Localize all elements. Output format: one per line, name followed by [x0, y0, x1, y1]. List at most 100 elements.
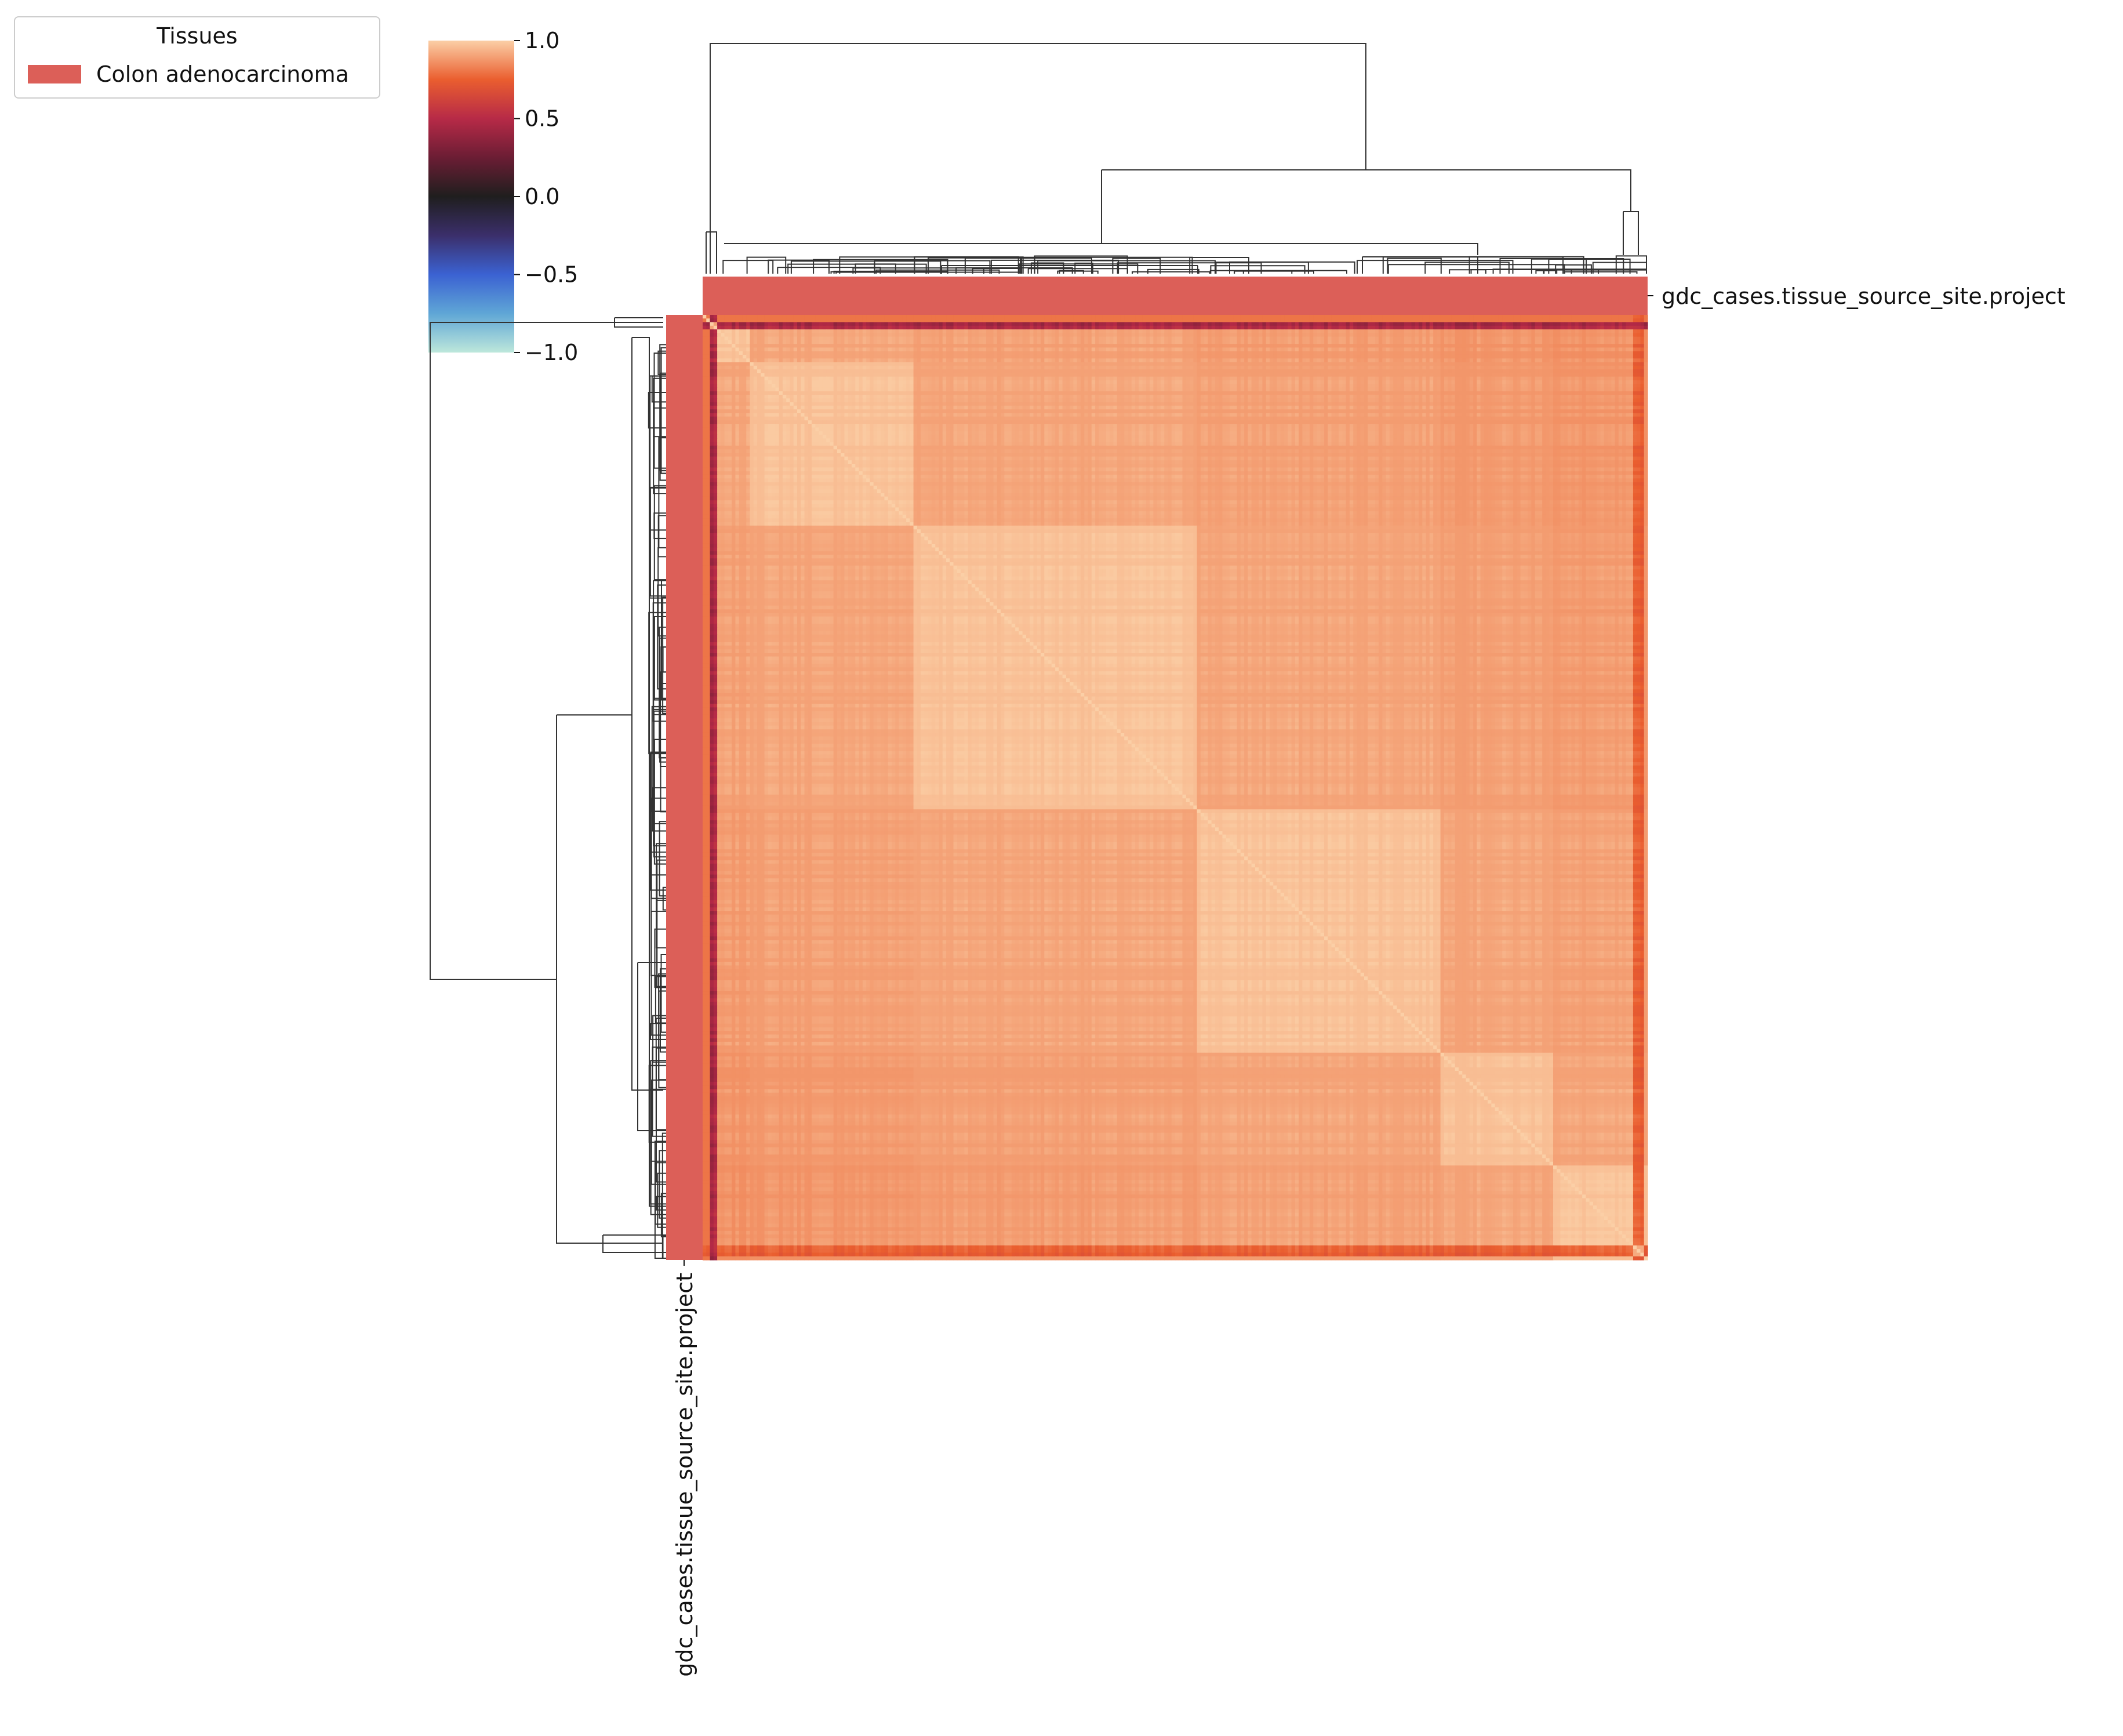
heatmap-cell — [1542, 326, 1546, 330]
row-dendro-link — [557, 715, 663, 1243]
heatmap-cell — [1193, 329, 1197, 333]
heatmap-cell — [1106, 329, 1110, 333]
heatmap-cell — [859, 318, 863, 322]
heatmap-cell — [1302, 326, 1306, 330]
heatmap-cell — [1437, 315, 1441, 319]
heatmap-cell — [1004, 322, 1008, 326]
heatmap-cell — [957, 318, 961, 322]
heatmap-cell — [1113, 322, 1117, 326]
heatmap-cell — [928, 315, 932, 319]
heatmap-cell — [1328, 322, 1332, 326]
heatmap-cell — [1023, 318, 1027, 322]
heatmap-cell — [1611, 318, 1615, 322]
heatmap-cell — [1132, 318, 1136, 322]
heatmap-cell — [899, 333, 903, 337]
heatmap-cell — [1197, 322, 1201, 326]
heatmap-cell — [1219, 318, 1223, 322]
heatmap-cell — [1266, 326, 1270, 330]
heatmap-cell — [1524, 315, 1528, 319]
heatmap-cell — [779, 329, 783, 333]
heatmap-cell — [1153, 318, 1157, 322]
heatmap-cell — [1510, 322, 1514, 326]
heatmap-cell — [1008, 329, 1012, 333]
heatmap-cell — [983, 315, 987, 319]
heatmap-cell — [1270, 318, 1274, 322]
heatmap-cell — [1262, 318, 1266, 322]
heatmap-cell — [786, 315, 790, 319]
heatmap-cell — [1208, 315, 1212, 319]
heatmap-cell — [1066, 322, 1070, 326]
heatmap-cell — [790, 322, 794, 326]
heatmap-cell — [859, 326, 863, 330]
heatmap-cell — [863, 333, 867, 337]
heatmap-cell — [1415, 318, 1419, 322]
heatmap-cell — [823, 326, 827, 330]
heatmap-cell — [863, 322, 867, 326]
heatmap-cell — [1244, 318, 1248, 322]
heatmap-cell — [1444, 315, 1448, 319]
heatmap-cell — [768, 322, 772, 326]
heatmap-cell — [1230, 326, 1234, 330]
heatmap-cell — [1517, 318, 1521, 322]
heatmap-cell — [1034, 322, 1038, 326]
heatmap-cell — [728, 315, 732, 319]
heatmap-cell — [1226, 318, 1230, 322]
heatmap-cell — [1386, 329, 1390, 333]
heatmap-cell — [968, 322, 972, 326]
heatmap-cell — [1030, 322, 1034, 326]
heatmap-cell — [994, 315, 998, 319]
heatmap-cell — [1081, 322, 1085, 326]
heatmap-cell — [1157, 322, 1161, 326]
row-dendro-link — [649, 393, 666, 428]
heatmap-cell — [917, 326, 921, 330]
heatmap-cell — [1041, 322, 1045, 326]
heatmap-cell — [1081, 329, 1085, 333]
heatmap-cell — [1034, 333, 1038, 337]
heatmap-cell — [1175, 318, 1179, 322]
heatmap-cell — [706, 333, 710, 337]
heatmap-cell — [1484, 326, 1488, 330]
heatmap-cell — [1321, 329, 1325, 333]
heatmap-cell — [765, 329, 769, 333]
heatmap-cell — [1601, 322, 1605, 326]
heatmap-cell — [892, 322, 896, 326]
heatmap-cell — [1379, 329, 1383, 333]
row-dendro-link — [659, 515, 666, 557]
heatmap-cell — [761, 329, 765, 333]
heatmap-cell — [975, 322, 979, 326]
heatmap-cell — [1346, 326, 1350, 330]
heatmap-cell — [1426, 329, 1430, 333]
heatmap-cell — [1157, 318, 1161, 322]
heatmap-cell — [1397, 329, 1401, 333]
heatmap-cell — [888, 333, 892, 337]
heatmap-cell — [1295, 329, 1299, 333]
heatmap-cell — [834, 315, 838, 319]
heatmap-cell — [790, 318, 794, 322]
heatmap-cell — [903, 315, 907, 319]
heatmap-cell — [779, 322, 783, 326]
heatmap-cell — [1510, 326, 1514, 330]
heatmap-cell — [1546, 318, 1550, 322]
heatmap-cell — [932, 333, 936, 337]
heatmap-cell — [979, 318, 983, 322]
heatmap-cell — [1139, 322, 1143, 326]
heatmap-cell — [1183, 315, 1187, 319]
heatmap-cell — [1284, 329, 1288, 333]
heatmap-cell — [895, 318, 899, 322]
heatmap-cell — [1248, 322, 1252, 326]
heatmap-cell — [1404, 315, 1408, 319]
heatmap-cell — [928, 318, 932, 322]
heatmap-cell — [1084, 329, 1088, 333]
heatmap-cell — [1375, 326, 1379, 330]
col-dendro-link — [723, 260, 773, 274]
heatmap-cell — [1215, 326, 1219, 330]
heatmap-cell — [1015, 329, 1019, 333]
heatmap-cell — [1106, 318, 1110, 322]
heatmap-cell — [1179, 326, 1183, 330]
heatmap-cell — [819, 318, 823, 322]
heatmap-cell — [1415, 322, 1419, 326]
heatmap-cell — [1110, 329, 1114, 333]
heatmap-cell — [1237, 322, 1241, 326]
heatmap-cell — [1244, 315, 1248, 319]
heatmap-cell — [1172, 326, 1176, 330]
